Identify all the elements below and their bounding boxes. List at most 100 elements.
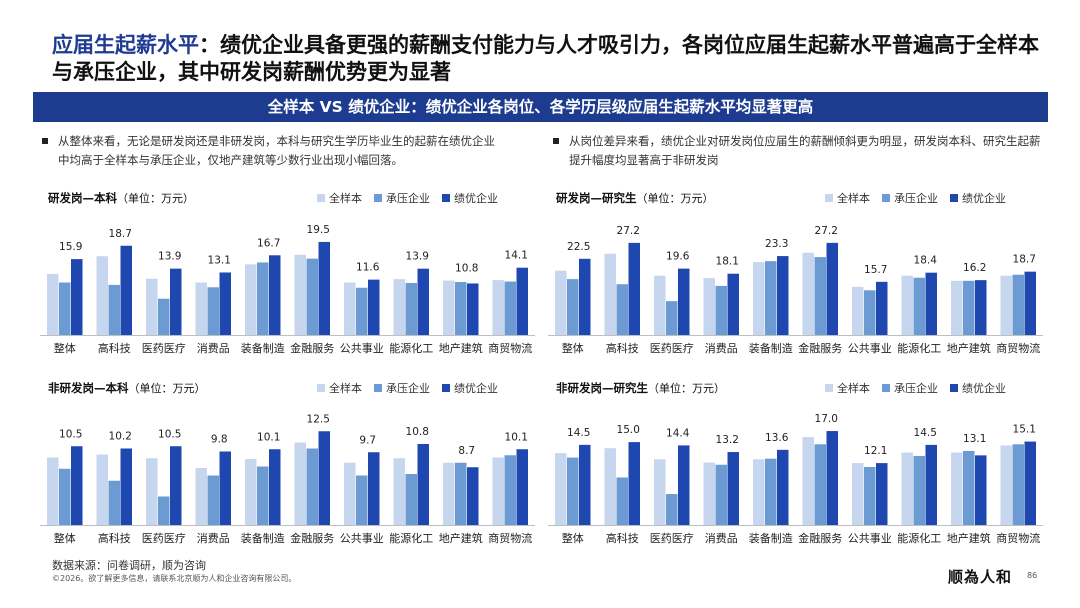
legend-swatch-pressure xyxy=(882,194,890,202)
bar-pressure xyxy=(814,444,826,525)
page-title-rest: ：绩优企业具备更强的薪酬支付能力与人才吸引力，各岗位应届生起薪水平普遍高于全样本… xyxy=(52,33,1039,84)
bar-all xyxy=(802,437,814,525)
bar-excellent xyxy=(417,268,429,335)
data-label: 16.7 xyxy=(257,237,280,249)
category-label: 整体 xyxy=(54,531,76,545)
bar-pressure xyxy=(59,282,71,335)
bar-excellent xyxy=(777,449,789,525)
category-label: 地产建筑 xyxy=(439,531,483,545)
category-label: 整体 xyxy=(562,341,584,355)
category-label: 金融服务 xyxy=(290,341,334,355)
bar-pressure xyxy=(567,457,579,525)
bar-all xyxy=(195,282,207,335)
bar-excellent xyxy=(219,451,231,525)
bar-pressure xyxy=(864,290,876,335)
bar-all xyxy=(703,462,715,525)
bar-all xyxy=(96,256,108,335)
bar-excellent xyxy=(1024,271,1036,335)
bar-pressure xyxy=(59,468,71,525)
data-label: 13.9 xyxy=(406,251,429,263)
bar-all xyxy=(443,280,455,335)
bar-excellent xyxy=(516,267,528,335)
category-label: 医药医疗 xyxy=(142,341,186,355)
category-label: 消费品 xyxy=(197,531,230,545)
data-label: 13.1 xyxy=(963,433,986,445)
data-label: 11.6 xyxy=(356,262,380,274)
chart-title-text: 非研发岗—研究生 xyxy=(556,381,648,395)
bar-all xyxy=(96,454,108,525)
chart-svg: 14.5 整体 15.0 高科技 14.4 医药医疗 13.2 消费品 13.6 装备制造 17.0… xyxy=(548,413,1043,545)
bar-pressure xyxy=(207,475,219,525)
bar-all xyxy=(146,458,158,525)
category-label: 商贸物流 xyxy=(488,531,532,545)
data-label: 10.2 xyxy=(109,431,132,443)
bar-pressure xyxy=(306,448,318,525)
bar-all xyxy=(703,278,715,335)
chart-title-text: 研发岗—本科 xyxy=(48,191,117,205)
bar-all xyxy=(245,264,257,335)
bar-excellent xyxy=(628,242,640,335)
chart-title-text: 研发岗—研究生 xyxy=(556,191,637,205)
bar-pressure xyxy=(405,282,417,335)
legend-label-pressure: 承压企业 xyxy=(386,192,430,205)
bar-pressure xyxy=(715,285,727,335)
chart-svg: 10.5 整体 10.2 高科技 10.5 医药医疗 9.8 消费品 10.1 装备制造 12.5 金… xyxy=(40,413,535,545)
bar-pressure xyxy=(963,280,975,335)
bar-excellent xyxy=(269,449,281,525)
data-label: 12.5 xyxy=(307,413,330,425)
bar-all xyxy=(344,462,356,525)
bar-all xyxy=(604,448,616,525)
category-label: 公共事业 xyxy=(848,342,892,355)
data-label: 22.5 xyxy=(567,241,590,253)
bar-pressure xyxy=(616,284,628,335)
chart-title: 非研发岗—本科（单位：万元） xyxy=(48,380,206,396)
bar-excellent xyxy=(579,258,591,335)
bar-pressure xyxy=(356,287,368,335)
chart-rd-master: 22.5 整体 27.2 高科技 19.6 医药医疗 18.1 消费品 23.3 装备制造 27.2… xyxy=(548,190,1068,365)
category-label: 商贸物流 xyxy=(996,531,1040,545)
legend-swatch-all xyxy=(825,194,833,202)
legend-swatch-excellent xyxy=(442,194,450,202)
category-label: 公共事业 xyxy=(848,532,892,545)
chart-nonrd-master: 14.5 整体 15.0 高科技 14.4 医药医疗 13.2 消费品 13.6 装备制造 17.0… xyxy=(548,380,1068,555)
bar-pressure xyxy=(306,258,318,335)
legend-swatch-all xyxy=(825,384,833,392)
legend-swatch-pressure xyxy=(374,384,382,392)
bar-all xyxy=(951,280,963,335)
bar-pressure xyxy=(356,475,368,525)
bar-excellent xyxy=(71,446,83,525)
bar-excellent xyxy=(826,431,838,525)
data-label: 27.2 xyxy=(815,225,838,237)
bar-all xyxy=(654,275,666,335)
bar-excellent xyxy=(777,256,789,335)
bar-excellent xyxy=(417,444,429,525)
bar-excellent xyxy=(975,280,987,335)
bar-pressure xyxy=(913,455,925,525)
bar-excellent xyxy=(71,259,83,335)
bar-all xyxy=(555,453,567,525)
bar-excellent xyxy=(219,272,231,335)
data-label: 8.7 xyxy=(458,445,475,457)
bar-all xyxy=(443,462,455,525)
bar-excellent xyxy=(120,448,132,525)
bar-excellent xyxy=(368,279,380,335)
chart-title: 非研发岗—研究生（单位：万元） xyxy=(556,380,725,396)
data-label: 10.8 xyxy=(406,426,429,438)
bar-pressure xyxy=(455,462,467,525)
data-label: 14.1 xyxy=(505,250,528,262)
bar-all xyxy=(492,280,504,335)
bar-excellent xyxy=(826,242,838,335)
bar-all xyxy=(47,457,59,525)
bar-all xyxy=(1000,275,1012,335)
data-label: 14.5 xyxy=(914,427,937,439)
category-label: 商贸物流 xyxy=(488,341,532,355)
chart-unit: （单位：万元） xyxy=(117,192,194,205)
bullet-right-text: 从岗位差异来看，绩优企业对研发岗位应届生的薪酬倾斜更为明显，研发岗本科、研究生起… xyxy=(569,134,1041,167)
bar-all xyxy=(604,253,616,335)
bar-excellent xyxy=(727,273,739,335)
category-label: 能源化工 xyxy=(389,341,433,355)
legend-swatch-excellent xyxy=(950,384,958,392)
category-label: 整体 xyxy=(54,341,76,355)
category-label: 高科技 xyxy=(606,341,639,355)
data-label: 13.6 xyxy=(765,432,789,444)
